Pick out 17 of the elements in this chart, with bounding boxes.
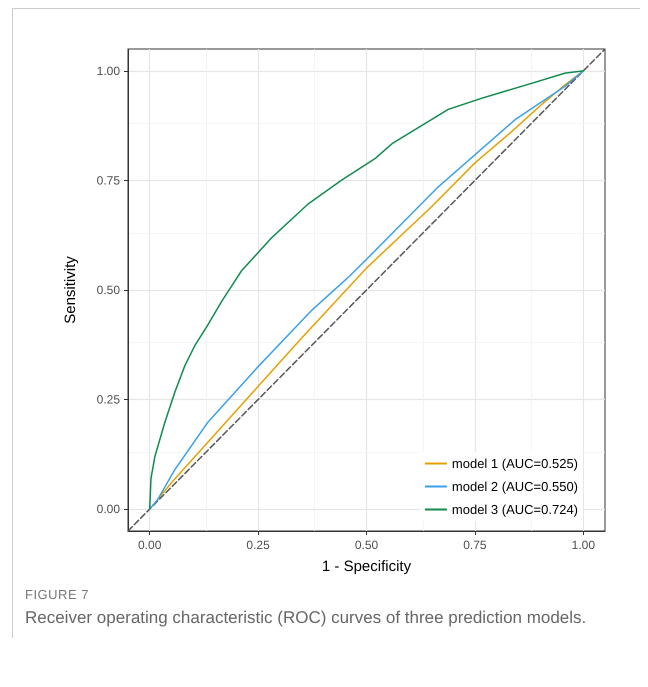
x-tick-label: 0.25: [246, 538, 270, 552]
legend-label: model 2 (AUC=0.550): [452, 479, 578, 494]
legend-label: model 1 (AUC=0.525): [452, 456, 578, 471]
y-tick-label: 0.50: [96, 283, 120, 297]
y-tick-label: 0.00: [96, 502, 120, 516]
y-tick-label: 0.25: [96, 392, 120, 407]
y-tick-label: 1.00: [96, 64, 120, 78]
x-tick-label: 0.75: [463, 538, 487, 552]
x-tick-label: 0.50: [354, 538, 378, 552]
y-axis-title: Sensitivity: [62, 256, 79, 324]
x-tick-label: 0.00: [138, 538, 162, 552]
y-tick-label: 0.75: [96, 173, 120, 188]
caption: FIGURE 7: [25, 587, 90, 602]
legend-label: model 3 (AUC=0.724): [452, 502, 578, 517]
x-tick-label: 1.00: [572, 538, 596, 552]
x-axis-title: 1 - Specificity: [322, 558, 412, 575]
text: Receiver operating characteristic (ROC) curves of three prediction models.: [25, 607, 588, 629]
